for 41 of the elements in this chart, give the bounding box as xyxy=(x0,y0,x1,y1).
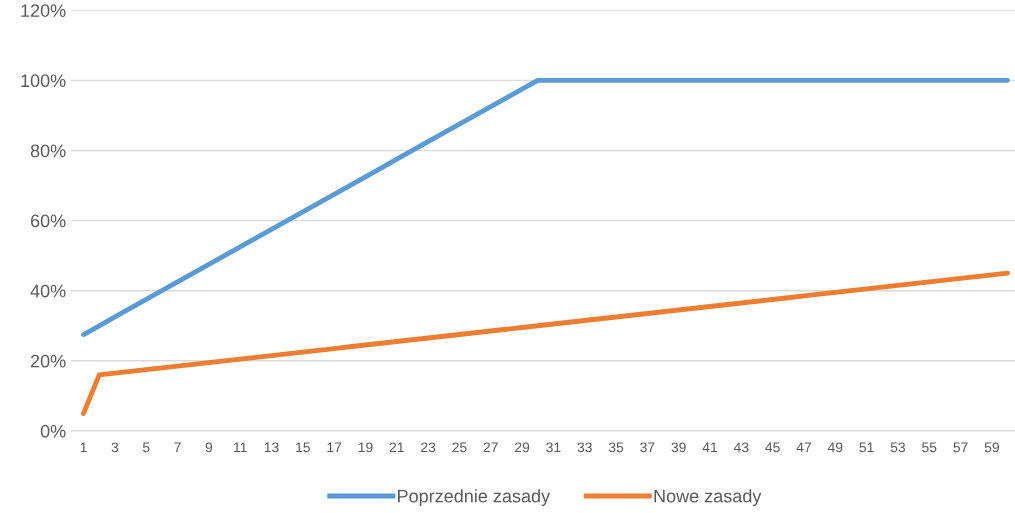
x-tick-label: 57 xyxy=(953,442,968,453)
x-tick-label: 37 xyxy=(640,442,655,453)
y-tick-label: 20% xyxy=(30,354,66,368)
x-tick-label: 49 xyxy=(827,442,843,453)
x-tick-label: 11 xyxy=(234,442,247,453)
x-tick-label: 51 xyxy=(859,442,874,453)
x-tick-label: 9 xyxy=(205,442,213,453)
x-tick-label: 47 xyxy=(796,442,811,453)
x-tick-label: 27 xyxy=(483,442,498,453)
x-tick-label: 1 xyxy=(80,442,87,453)
x-tick-label: 35 xyxy=(608,442,624,453)
y-tick-label: 40% xyxy=(30,284,66,298)
x-tick-label: 45 xyxy=(765,442,780,453)
line-series xyxy=(81,270,1010,416)
x-tick-label: 21 xyxy=(389,442,404,453)
x-tick-label: 17 xyxy=(327,442,342,453)
x-tick-label: 5 xyxy=(142,442,150,453)
x-tick-label: 43 xyxy=(733,442,749,453)
y-tick-label: 120% xyxy=(21,4,66,17)
legend-label: Poprzednie zasady xyxy=(398,489,551,507)
x-tick-label: 59 xyxy=(984,442,999,453)
x-tick-label: 7 xyxy=(174,442,181,453)
x-tick-label: 29 xyxy=(515,442,530,453)
y-tick-label: 80% xyxy=(30,144,66,158)
x-tick-label: 53 xyxy=(890,442,906,453)
y-tick-label: 0% xyxy=(40,424,66,438)
x-tick-label: 31 xyxy=(546,442,561,453)
legend-label: Nowe zasady xyxy=(654,489,762,507)
x-tick-label: 55 xyxy=(922,442,937,453)
y-tick-label: 100% xyxy=(21,74,66,88)
x-tick-label: 19 xyxy=(358,442,373,453)
x-tick-label: 33 xyxy=(577,442,592,453)
x-tick-label: 15 xyxy=(296,442,310,453)
x-tick-label: 41 xyxy=(702,442,718,453)
x-tick-label: 3 xyxy=(111,442,119,453)
x-tick-label: 39 xyxy=(671,442,686,453)
y-tick-label: 60% xyxy=(30,214,66,228)
x-tick-label: 13 xyxy=(264,442,279,453)
x-tick-label: 23 xyxy=(421,442,436,453)
x-tick-label: 25 xyxy=(452,442,467,453)
line-series xyxy=(81,77,1010,337)
